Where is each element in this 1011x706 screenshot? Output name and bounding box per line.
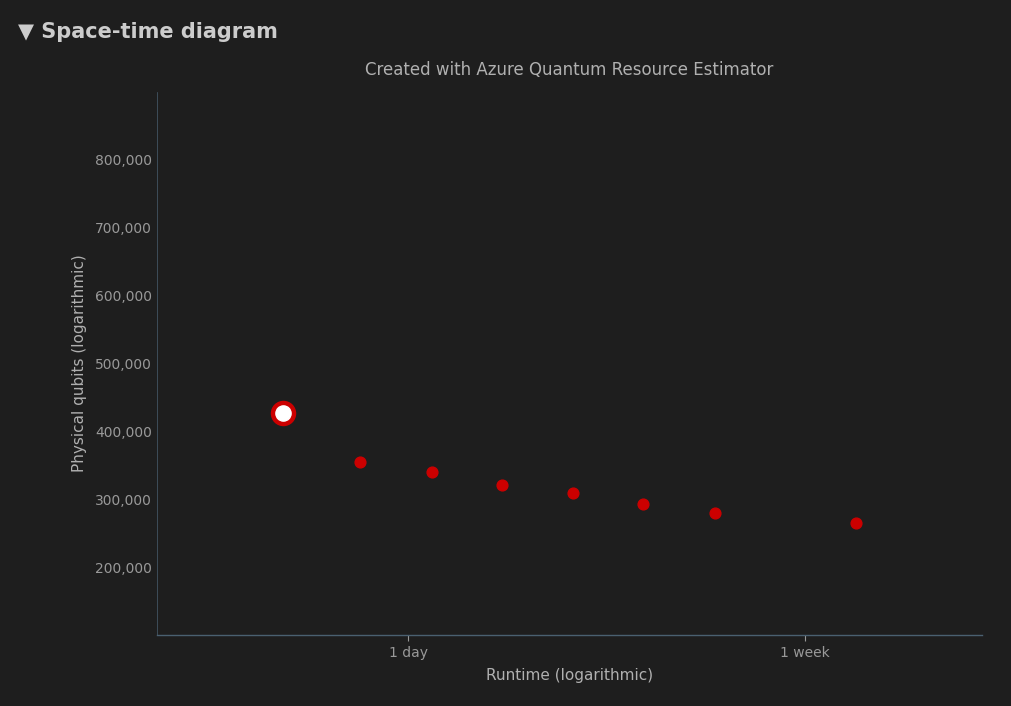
Point: [352, 457, 368, 468]
Point: [706, 508, 722, 519]
Point: [275, 407, 291, 419]
Point: [565, 488, 581, 499]
Point: [847, 517, 863, 529]
X-axis label: Runtime (logarithmic): Runtime (logarithmic): [485, 668, 652, 683]
Text: ▼ Space-time diagram: ▼ Space-time diagram: [18, 22, 278, 42]
Title: Created with Azure Quantum Resource Estimator: Created with Azure Quantum Resource Esti…: [365, 61, 772, 79]
Point: [493, 479, 510, 490]
Point: [424, 467, 440, 478]
Y-axis label: Physical qubits (logarithmic): Physical qubits (logarithmic): [72, 255, 87, 472]
Point: [275, 407, 291, 419]
Point: [634, 498, 650, 510]
